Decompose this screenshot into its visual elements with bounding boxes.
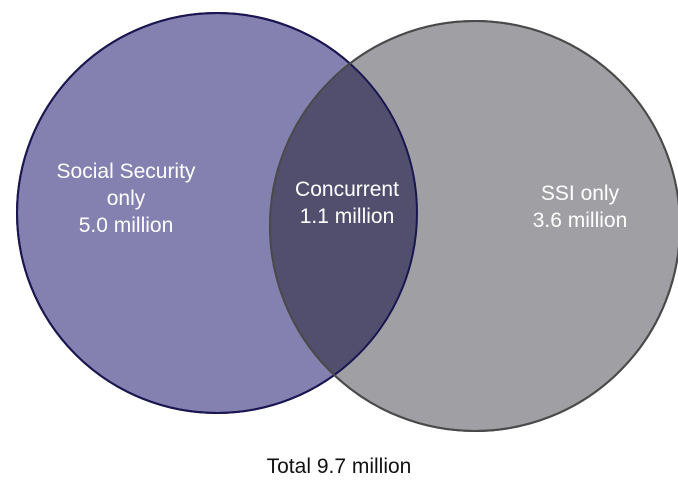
concurrent-label-line-2: 1.1 million xyxy=(299,205,395,228)
total-label: Total 9.7 million xyxy=(266,455,412,478)
ssi-label: SSI only 3.6 million xyxy=(505,180,655,234)
social-security-label-line-2: only xyxy=(106,187,146,210)
social-security-label-line-1: Social Security xyxy=(56,160,196,183)
concurrent-label: Concurrent 1.1 million xyxy=(262,176,432,230)
concurrent-overlap xyxy=(270,21,417,413)
ssi-outline xyxy=(269,20,678,432)
ssi-label-line-2: 3.6 million xyxy=(532,209,628,232)
social-security-outline xyxy=(16,12,418,414)
ssi-label-line-1: SSI only xyxy=(540,182,620,205)
concurrent-label-line-1: Concurrent xyxy=(295,178,399,201)
social-security-label-line-3: 5.0 million xyxy=(78,214,174,237)
social-security-label: Social Security only 5.0 million xyxy=(16,158,236,239)
